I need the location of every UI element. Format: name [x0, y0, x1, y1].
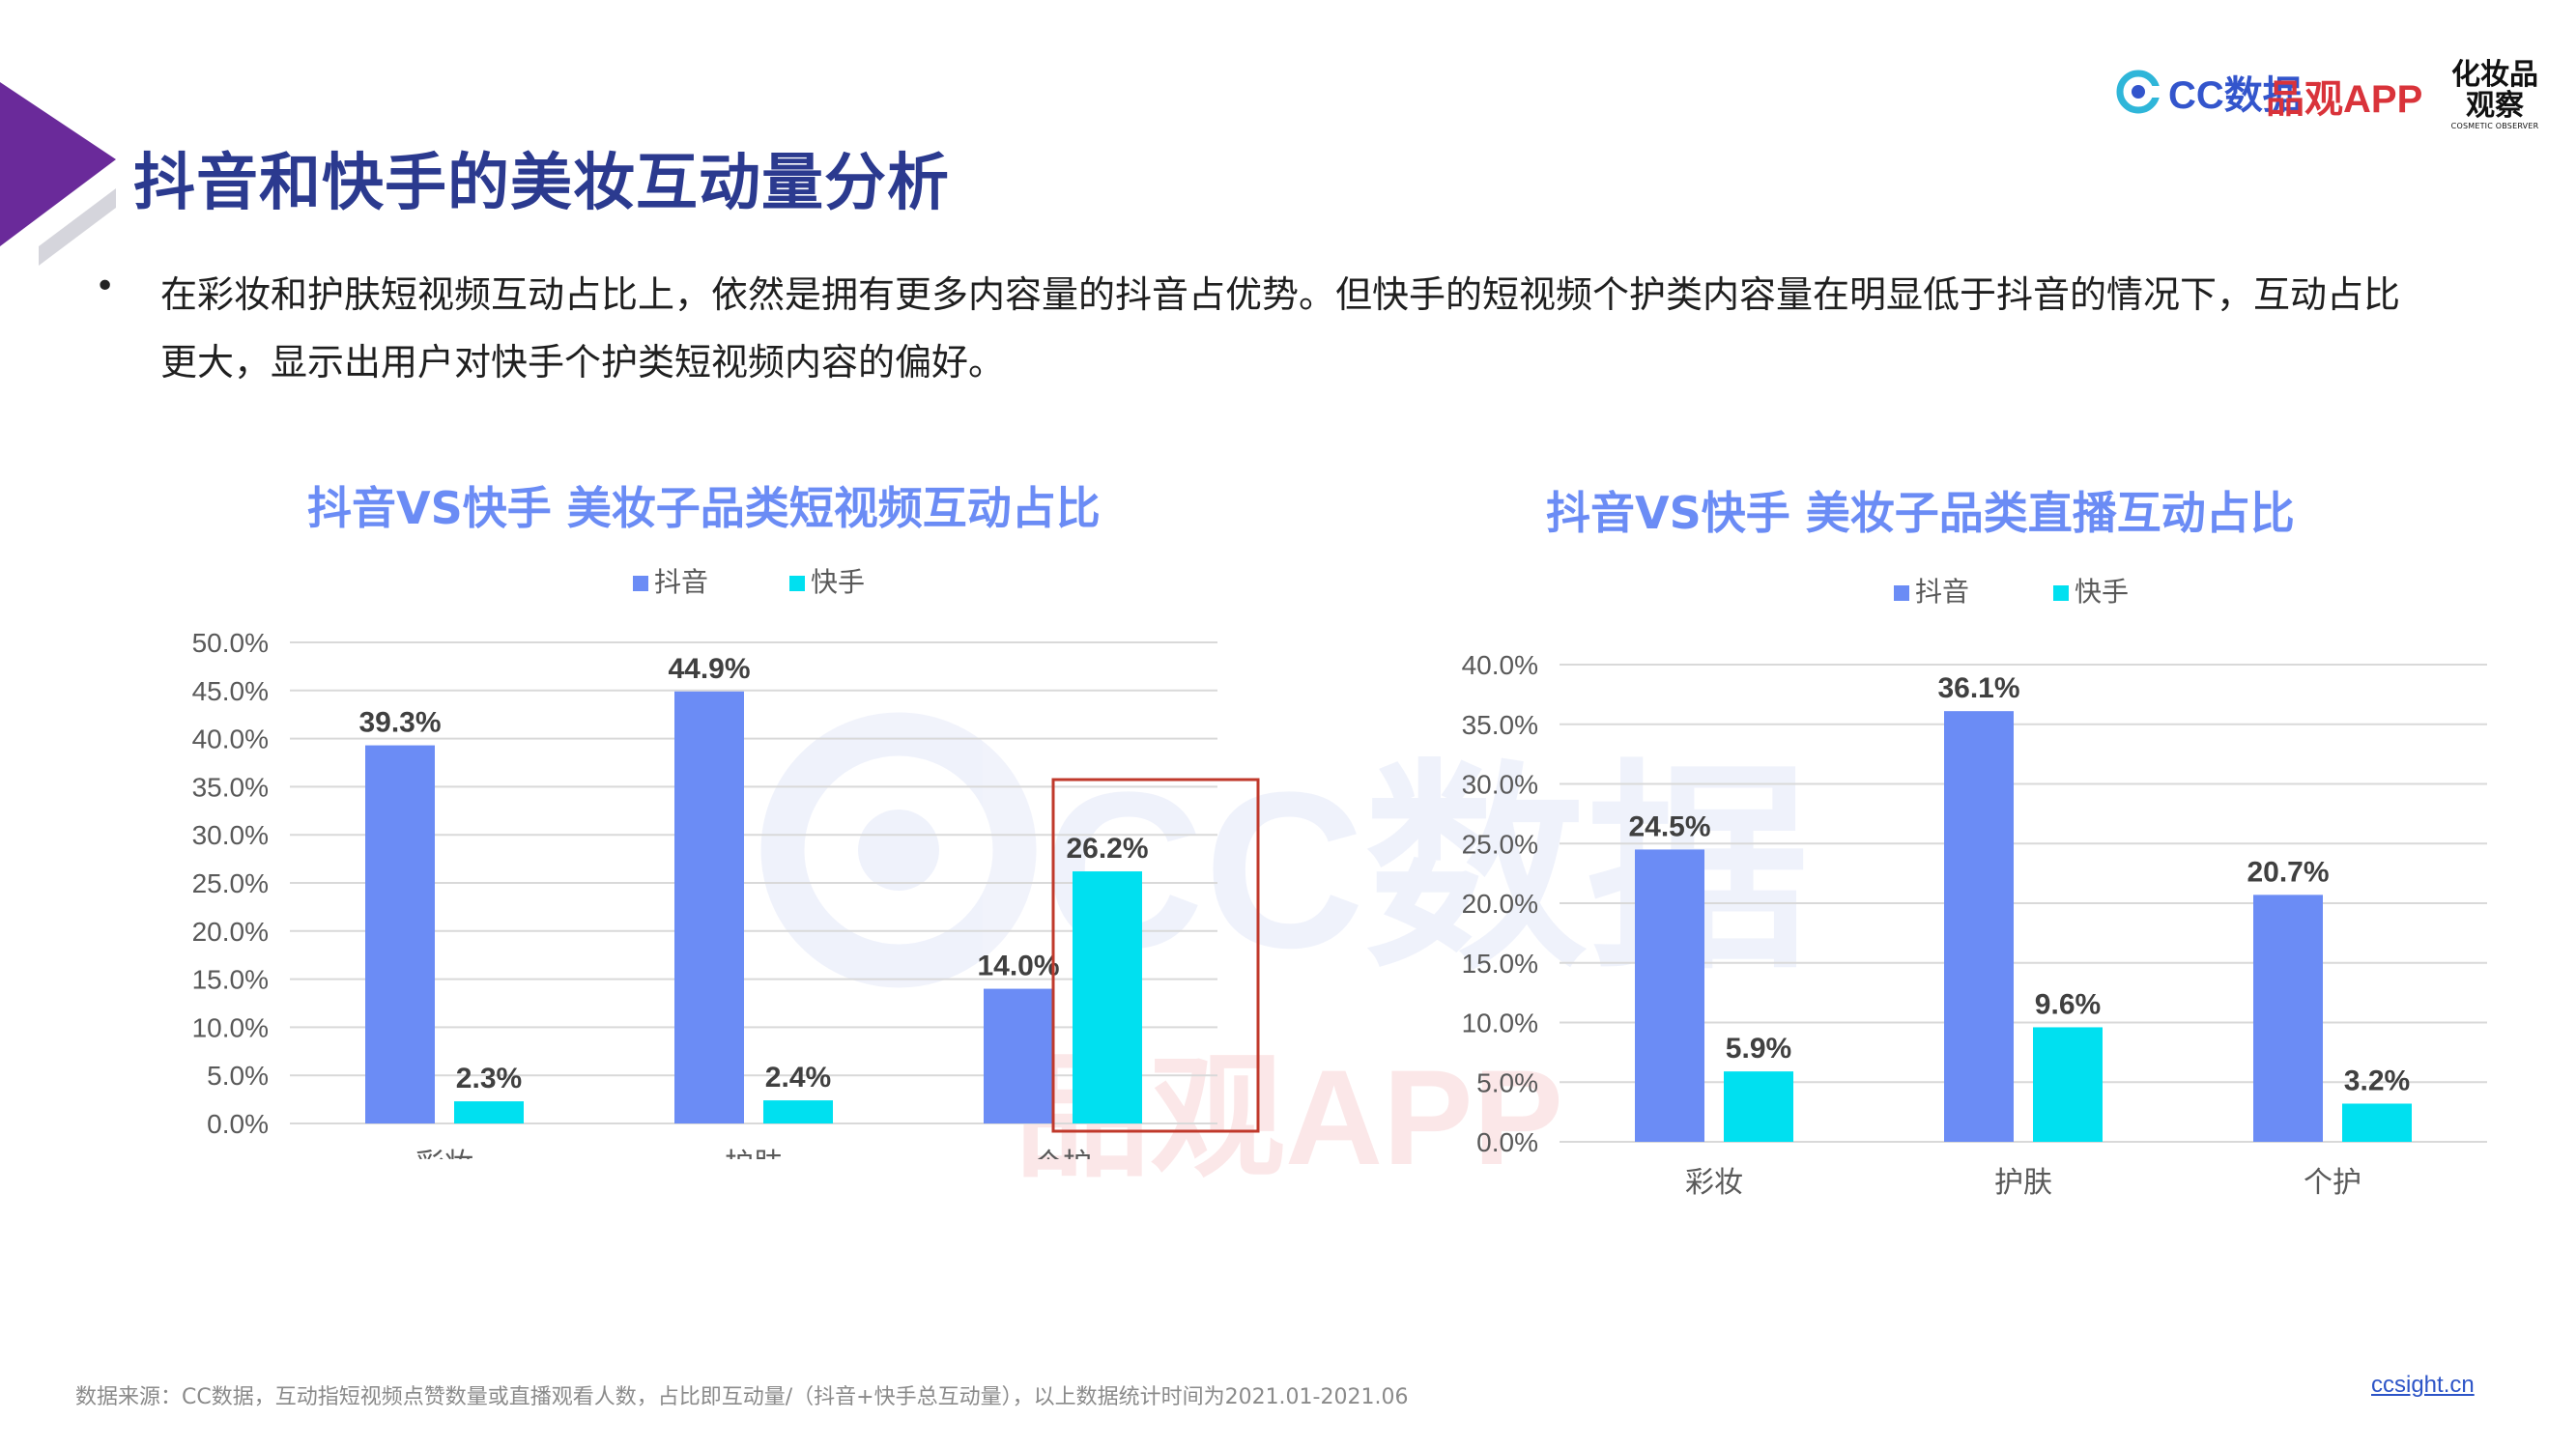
chart1-highlight-box — [1051, 778, 1260, 1133]
chart2-legend-swatch — [1894, 585, 1909, 601]
chart1: 0.0% 5.0% 10.0% 15.0% 20.0% 25.0% 30.0% 35.0% 40… — [192, 567, 1260, 1159]
chart1-data-label: 2.3% — [456, 1063, 522, 1094]
chart2-bar-kuaishou — [1724, 1071, 1793, 1142]
site-link[interactable]: ccsight.cn — [2371, 1372, 2475, 1398]
chart2-legend-label: 快手 — [2075, 577, 2129, 607]
bullet-marker: • — [95, 267, 116, 306]
chart2-ytick-label: 0.0% — [1476, 1127, 1538, 1157]
chart1-ytick-label: 50.0% — [192, 628, 269, 658]
chart2: 0.0% 5.0% 10.0% 15.0% 20.0% 25.0% 30.0% 35.0% 40… — [1462, 577, 2487, 1199]
chart1-bar-kuaishou — [763, 1100, 833, 1123]
chart2-ytick-label: 25.0% — [1462, 829, 1538, 859]
chart2-ytick-label: 40.0% — [1462, 650, 1538, 680]
chart2-legend-label: 抖音 — [1915, 577, 1969, 607]
chart1-legend-swatch — [789, 576, 805, 591]
chart2-ytick-label: 30.0% — [1462, 770, 1538, 800]
chart1-data-label: 26.2% — [1066, 833, 1148, 865]
bullet-text: 在彩妆和护肤短视频互动占比上，依然是拥有更多内容量的抖音占优势。但快手的短视频个… — [160, 273, 2401, 384]
chart1-bar-douyin — [984, 988, 1053, 1123]
accent-arrow-icon — [0, 82, 116, 266]
chart1-bar-douyin — [674, 691, 744, 1123]
cc-logo-icon — [2116, 70, 2161, 114]
chart1-legend-swatch — [633, 576, 648, 591]
chart1-ytick-label: 45.0% — [192, 676, 269, 706]
chart2-ytick-label: 20.0% — [1462, 889, 1538, 919]
chart2-legend-swatch — [2053, 585, 2069, 601]
pinguan-logo: 品观APP — [2266, 78, 2423, 121]
chart1-ytick-label: 15.0% — [192, 965, 269, 995]
chart1-legend-label: 快手 — [811, 567, 865, 597]
chart2-data-label: 24.5% — [1628, 810, 1710, 842]
chart1-ytick-label: 35.0% — [192, 772, 269, 802]
cosmetic-logo-line1: 化妆品 — [2451, 58, 2538, 92]
chart2-bar-douyin — [1635, 849, 1704, 1142]
chart1-bar-kuaishou — [1073, 871, 1142, 1123]
cc-logo: CC数据 — [2116, 68, 2302, 117]
chart1-ytick-label: 30.0% — [192, 820, 269, 850]
chart1-data-label: 14.0% — [977, 951, 1059, 982]
page-title: 抖音和快手的美妆互动量分析 — [133, 148, 950, 219]
chart2-data-label: 5.9% — [1726, 1033, 1791, 1065]
chart2-title: 抖音VS快手 美妆子品类直播互动占比 — [1546, 487, 2295, 539]
chart1-ytick-label: 0.0% — [207, 1109, 269, 1139]
chart1-data-label: 44.9% — [668, 653, 750, 685]
chart1-data-label: 39.3% — [358, 707, 441, 739]
chart1-bar-kuaishou — [454, 1101, 524, 1123]
chart2-xtick-label: 个护 — [2304, 1167, 2361, 1199]
chart2-bar-kuaishou — [2342, 1103, 2412, 1142]
cosmetic-logo-line2: 观察 — [2466, 89, 2524, 123]
chart2-bar-douyin — [1944, 711, 2014, 1142]
chart1-bar-douyin — [365, 745, 435, 1123]
cc-logo-text: CC数据 — [2168, 74, 2302, 117]
footnote: 数据来源：CC数据，互动指短视频点赞数量或直播观看人数，占比即互动量/（抖音+快… — [75, 1385, 1409, 1409]
chart1-xtick-label: 个护 — [1034, 1149, 1092, 1159]
chart2-ytick-label: 10.0% — [1462, 1009, 1538, 1038]
chart1-ytick-label: 10.0% — [192, 1012, 269, 1042]
chart1-title: 抖音VS快手 美妆子品类短视频互动占比 — [307, 482, 1101, 534]
chart1-ytick-label: 5.0% — [207, 1061, 269, 1091]
chart1-ytick-label: 25.0% — [192, 868, 269, 898]
cosmetic-logo-en: COSMETIC OBSERVER — [2450, 122, 2539, 130]
chart2-bar-kuaishou — [2033, 1027, 2103, 1142]
chart1-legend-label: 抖音 — [654, 567, 708, 597]
chart1-ytick-label: 20.0% — [192, 917, 269, 947]
chart2-data-label: 20.7% — [2247, 856, 2329, 888]
chart2-data-label: 9.6% — [2035, 988, 2101, 1020]
chart2-bar-douyin — [2253, 895, 2323, 1142]
chart2-ytick-label: 35.0% — [1462, 710, 1538, 740]
chart2-data-label: 3.2% — [2344, 1065, 2410, 1096]
chart1-xtick-label: 护肤 — [725, 1149, 783, 1159]
chart2-ytick-label: 5.0% — [1476, 1067, 1538, 1097]
chart1-xtick-label: 彩妆 — [415, 1149, 473, 1159]
chart1-data-label: 2.4% — [765, 1062, 831, 1094]
cosmetic-observer-logo: 化妆品 观察 COSMETIC OBSERVER — [2445, 60, 2545, 131]
chart2-ytick-label: 15.0% — [1462, 949, 1538, 979]
chart1-ytick-label: 40.0% — [192, 724, 269, 754]
chart2-xtick-label: 彩妆 — [1685, 1167, 1743, 1199]
chart2-xtick-label: 护肤 — [1994, 1167, 2052, 1199]
chart2-data-label: 36.1% — [1937, 672, 2019, 704]
